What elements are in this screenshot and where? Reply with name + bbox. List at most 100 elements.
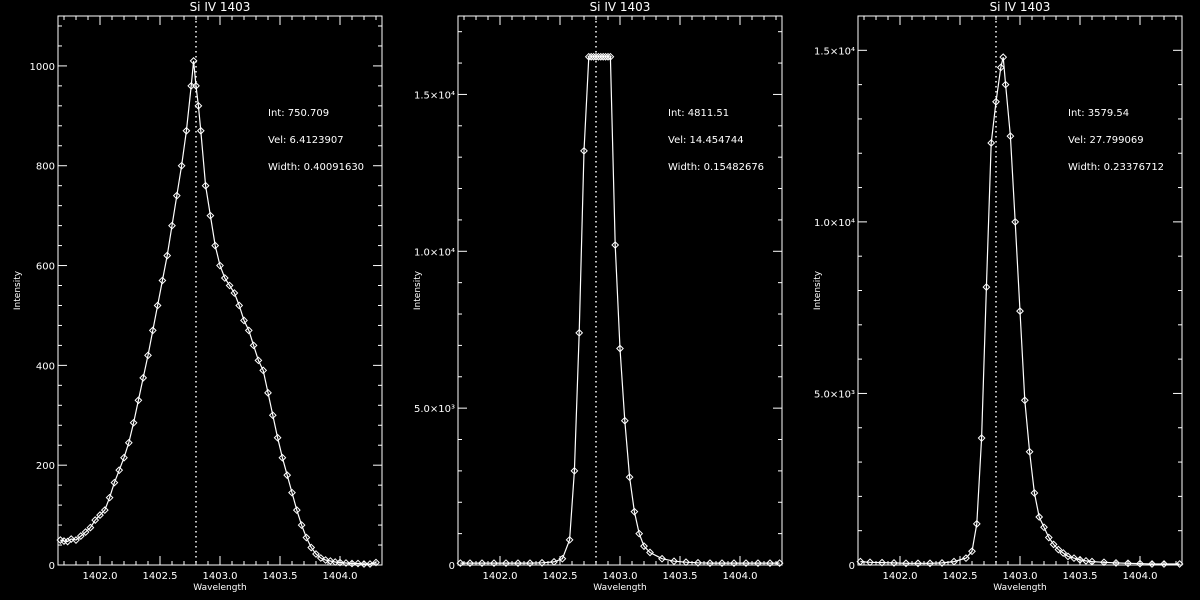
data-point bbox=[550, 557, 558, 566]
data-point bbox=[225, 281, 234, 290]
data-point bbox=[1016, 307, 1024, 315]
data-point bbox=[580, 146, 588, 155]
data-point bbox=[987, 139, 996, 147]
data-point bbox=[1006, 132, 1015, 141]
y-tick-label: 5.0×10³ bbox=[814, 389, 855, 400]
data-point bbox=[235, 301, 244, 310]
data-point bbox=[259, 366, 268, 375]
chart-title: Si IV 1403 bbox=[590, 0, 651, 14]
chart-title: Si IV 1403 bbox=[990, 0, 1051, 14]
data-point bbox=[292, 506, 301, 515]
data-point bbox=[502, 559, 510, 568]
data-point bbox=[640, 542, 648, 551]
data-point bbox=[670, 557, 678, 566]
data-point bbox=[172, 191, 181, 200]
chart-panel-3: Si IV 1403 1402.0 1402.5 1403.0 1403.5 1404.0… bbox=[813, 0, 1184, 593]
fit-annotation: Width: 0.15482676 bbox=[668, 162, 764, 173]
data-point bbox=[1020, 396, 1029, 405]
data-point bbox=[168, 221, 176, 230]
data-point bbox=[1112, 559, 1120, 567]
y-tick-label: 1.0×10⁴ bbox=[414, 247, 455, 258]
y-tick-label: 0 bbox=[849, 561, 855, 572]
data-point bbox=[1082, 556, 1090, 565]
data-point bbox=[240, 316, 248, 325]
data-point bbox=[999, 53, 1008, 62]
data-point bbox=[646, 548, 654, 557]
y-tick-label: 200 bbox=[36, 461, 55, 472]
data-point bbox=[630, 507, 639, 516]
data-point bbox=[129, 418, 138, 427]
data-point bbox=[996, 63, 1005, 72]
data-point bbox=[297, 521, 306, 529]
data-point bbox=[336, 558, 344, 567]
y-tick-label: 1.5×10⁴ bbox=[414, 90, 455, 101]
plot-frame bbox=[57, 15, 383, 566]
data-point bbox=[1054, 545, 1063, 554]
fit-annotation: Int: 750.709 bbox=[268, 108, 329, 119]
data-point bbox=[105, 493, 114, 502]
fit-annotation: Width: 0.40091630 bbox=[268, 162, 364, 173]
x-tick-label: 1402.0 bbox=[883, 571, 918, 582]
data-point bbox=[866, 558, 874, 567]
x-tick-label: 1403.5 bbox=[263, 571, 298, 582]
data-point bbox=[148, 326, 157, 335]
data-point bbox=[72, 536, 80, 544]
data-point bbox=[211, 241, 220, 250]
data-point bbox=[742, 559, 750, 568]
data-point bbox=[538, 558, 546, 567]
data-point bbox=[67, 535, 76, 543]
data-point bbox=[878, 558, 886, 567]
fit-annotation: Vel: 27.799069 bbox=[1068, 135, 1144, 146]
data-point bbox=[273, 433, 282, 442]
fit-annotation: Vel: 14.454744 bbox=[668, 135, 744, 146]
data-point bbox=[1136, 559, 1144, 568]
data-point bbox=[307, 543, 316, 552]
x-tick-label: 1402.5 bbox=[943, 571, 978, 582]
data-point bbox=[1040, 523, 1048, 532]
data-point bbox=[1001, 80, 1010, 89]
data-point bbox=[278, 453, 287, 462]
data-point bbox=[1100, 558, 1108, 567]
data-point bbox=[342, 559, 350, 567]
data-point bbox=[76, 532, 85, 540]
chart-title: Si IV 1403 bbox=[190, 0, 251, 14]
x-tick-label: 1403.0 bbox=[1003, 571, 1038, 582]
data-point bbox=[134, 396, 143, 405]
x-tick-label: 1403.0 bbox=[203, 571, 238, 582]
data-point bbox=[189, 57, 198, 65]
data-point bbox=[124, 438, 133, 447]
data-point bbox=[192, 81, 200, 90]
data-point bbox=[216, 261, 224, 270]
y-tick-label: 1.5×10⁴ bbox=[814, 46, 855, 57]
fit-annotation: Vel: 6.4123907 bbox=[268, 135, 344, 146]
x-axis-label: Wavelength bbox=[193, 583, 246, 593]
data-point bbox=[81, 528, 90, 536]
data-point bbox=[120, 453, 128, 462]
data-point bbox=[110, 478, 119, 487]
y-tick-label: 800 bbox=[36, 162, 55, 173]
data-point bbox=[91, 516, 100, 524]
data-point bbox=[982, 283, 991, 291]
data-point bbox=[856, 557, 865, 566]
data-point bbox=[1076, 555, 1084, 564]
data-point bbox=[570, 466, 579, 475]
data-point bbox=[158, 276, 167, 285]
y-tick-label: 400 bbox=[36, 361, 55, 372]
x-tick-label: 1402.5 bbox=[543, 571, 578, 582]
data-point bbox=[153, 301, 162, 310]
x-tick-label: 1403.0 bbox=[603, 571, 638, 582]
data-point bbox=[196, 126, 205, 135]
data-point bbox=[625, 473, 634, 482]
data-point bbox=[558, 554, 567, 563]
x-axis-label: Wavelength bbox=[993, 583, 1046, 593]
data-point bbox=[1025, 447, 1034, 456]
data-point bbox=[288, 488, 296, 497]
data-point bbox=[1160, 560, 1168, 568]
data-point bbox=[354, 559, 362, 568]
data-point bbox=[1175, 560, 1184, 568]
series-line bbox=[860, 57, 1180, 565]
data-point bbox=[466, 559, 474, 568]
data-point bbox=[360, 560, 368, 568]
data-point bbox=[718, 559, 726, 568]
data-point bbox=[1044, 533, 1053, 542]
